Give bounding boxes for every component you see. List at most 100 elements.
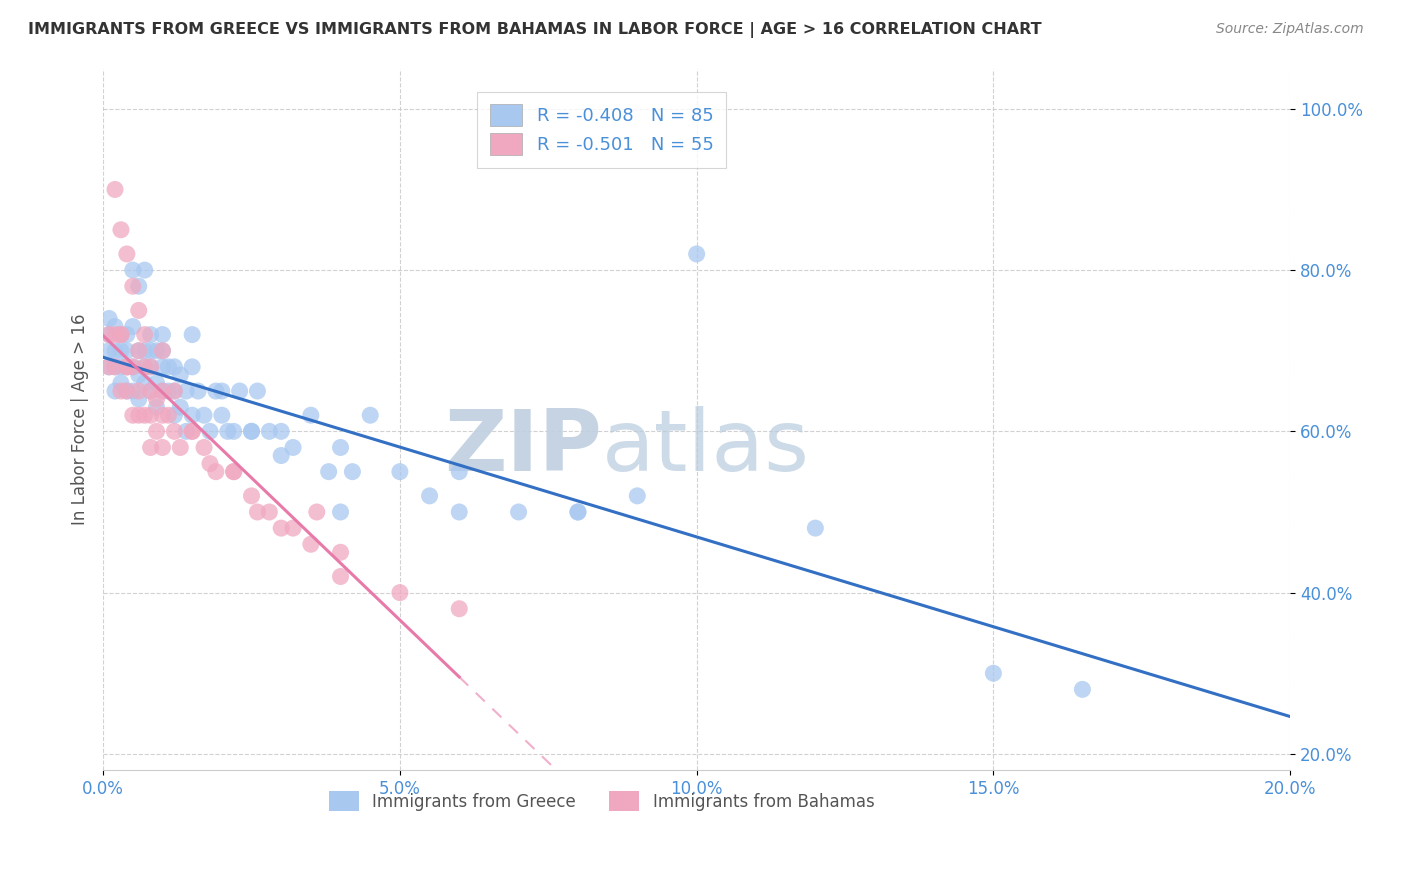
- Point: [128, 279, 150, 293]
- Point: [152, 359, 174, 374]
- Point: [145, 400, 167, 414]
- Point: [139, 409, 162, 423]
- Point: [157, 384, 180, 398]
- Point: [181, 327, 204, 342]
- Point: [139, 359, 162, 374]
- Point: [329, 545, 352, 559]
- Text: IMMIGRANTS FROM GREECE VS IMMIGRANTS FROM BAHAMAS IN LABOR FORCE | AGE > 16 CORR: IMMIGRANTS FROM GREECE VS IMMIGRANTS FRO…: [28, 22, 1042, 38]
- Point: [449, 601, 471, 615]
- Point: [217, 425, 239, 439]
- Point: [115, 384, 138, 398]
- Point: [134, 409, 156, 423]
- Point: [246, 505, 269, 519]
- Point: [98, 359, 121, 374]
- Point: [134, 343, 156, 358]
- Point: [128, 343, 150, 358]
- Point: [163, 359, 186, 374]
- Point: [139, 359, 162, 374]
- Point: [211, 409, 233, 423]
- Point: [205, 465, 228, 479]
- Point: [104, 327, 127, 342]
- Point: [259, 505, 281, 519]
- Point: [121, 384, 143, 398]
- Point: [152, 343, 174, 358]
- Point: [259, 425, 281, 439]
- Point: [228, 384, 250, 398]
- Point: [388, 585, 411, 599]
- Point: [104, 343, 127, 358]
- Point: [121, 409, 143, 423]
- Point: [222, 465, 245, 479]
- Point: [115, 359, 138, 374]
- Point: [240, 425, 263, 439]
- Point: [152, 343, 174, 358]
- Point: [270, 425, 292, 439]
- Point: [983, 666, 1005, 681]
- Point: [198, 457, 221, 471]
- Text: ZIP: ZIP: [444, 406, 602, 489]
- Point: [134, 359, 156, 374]
- Point: [163, 409, 186, 423]
- Point: [134, 327, 156, 342]
- Point: [211, 384, 233, 398]
- Point: [115, 359, 138, 374]
- Point: [128, 392, 150, 406]
- Point: [145, 425, 167, 439]
- Point: [270, 521, 292, 535]
- Point: [152, 384, 174, 398]
- Point: [163, 384, 186, 398]
- Point: [121, 263, 143, 277]
- Point: [104, 182, 127, 196]
- Point: [110, 327, 132, 342]
- Point: [98, 343, 121, 358]
- Point: [152, 441, 174, 455]
- Point: [198, 425, 221, 439]
- Point: [240, 489, 263, 503]
- Point: [419, 489, 441, 503]
- Point: [115, 343, 138, 358]
- Point: [222, 465, 245, 479]
- Text: atlas: atlas: [602, 406, 810, 489]
- Point: [98, 327, 121, 342]
- Point: [128, 384, 150, 398]
- Point: [281, 521, 304, 535]
- Point: [169, 368, 191, 382]
- Point: [145, 376, 167, 390]
- Point: [104, 359, 127, 374]
- Point: [104, 384, 127, 398]
- Point: [110, 384, 132, 398]
- Point: [329, 569, 352, 583]
- Point: [134, 263, 156, 277]
- Point: [359, 409, 381, 423]
- Point: [134, 376, 156, 390]
- Point: [98, 359, 121, 374]
- Point: [193, 409, 215, 423]
- Point: [110, 327, 132, 342]
- Point: [115, 384, 138, 398]
- Point: [174, 384, 197, 398]
- Point: [449, 465, 471, 479]
- Point: [110, 359, 132, 374]
- Point: [329, 441, 352, 455]
- Point: [128, 409, 150, 423]
- Point: [174, 425, 197, 439]
- Point: [193, 441, 215, 455]
- Point: [134, 359, 156, 374]
- Point: [139, 327, 162, 342]
- Point: [163, 425, 186, 439]
- Point: [804, 521, 827, 535]
- Point: [115, 247, 138, 261]
- Point: [139, 384, 162, 398]
- Point: [163, 384, 186, 398]
- Point: [1071, 682, 1094, 697]
- Point: [121, 359, 143, 374]
- Point: [449, 505, 471, 519]
- Point: [388, 465, 411, 479]
- Point: [115, 359, 138, 374]
- Y-axis label: In Labor Force | Age > 16: In Labor Force | Age > 16: [72, 313, 89, 525]
- Point: [128, 368, 150, 382]
- Point: [222, 425, 245, 439]
- Point: [145, 343, 167, 358]
- Point: [157, 409, 180, 423]
- Point: [169, 400, 191, 414]
